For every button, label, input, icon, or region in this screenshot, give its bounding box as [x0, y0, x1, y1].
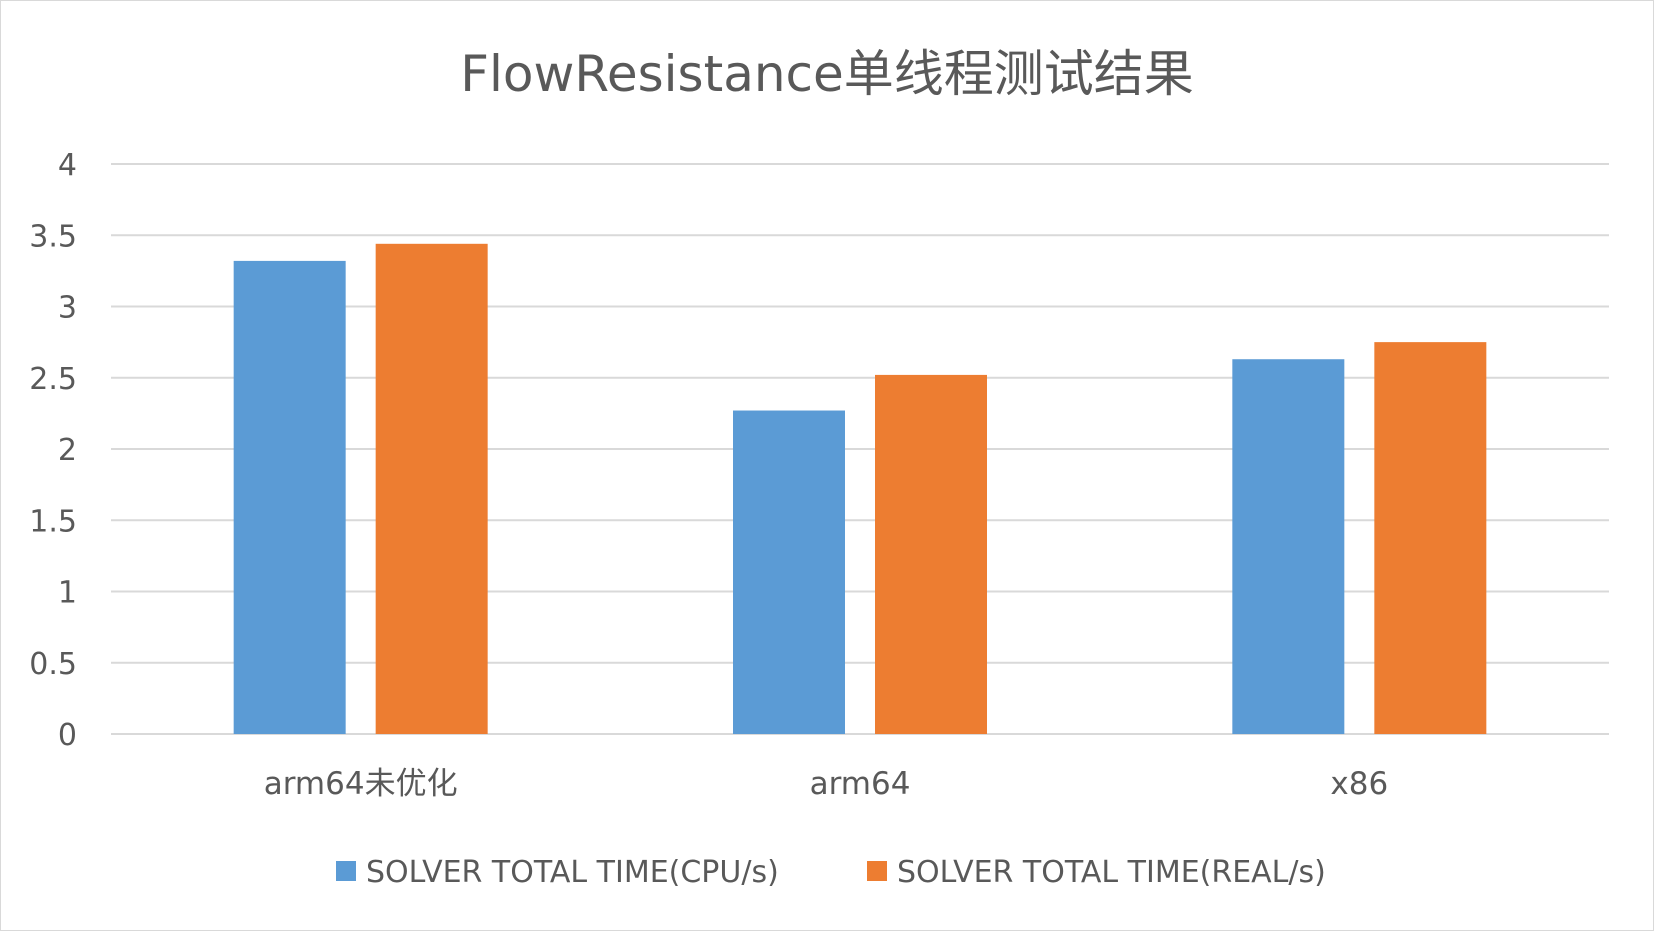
x-tick-label: arm64未优化: [264, 766, 458, 802]
bar-cpu-1: [733, 410, 845, 734]
bar-real-2: [1374, 342, 1487, 734]
bar-real-1: [875, 374, 987, 734]
y-tick-label: 2.5: [29, 362, 77, 397]
bar-cpu-0: [233, 260, 346, 734]
legend: SOLVER TOTAL TIME(CPU/s) SOLVER TOTAL TIM…: [336, 855, 1326, 890]
bars: [233, 243, 1487, 735]
bar-real-0: [375, 243, 488, 735]
y-axis-ticks: 0 0.5 1 1.5 2 2.5 3 3.5 4: [29, 148, 77, 753]
x-tick-label: arm64: [810, 766, 911, 802]
y-tick-label: 1.5: [29, 504, 77, 539]
x-axis-ticks: arm64未优化 arm64 x86: [264, 766, 1388, 802]
x-tick-label: x86: [1330, 766, 1388, 802]
legend-swatch-cpu: [336, 861, 356, 881]
y-tick-label: 1: [58, 576, 77, 611]
y-tick-label: 0: [58, 718, 77, 753]
y-tick-label: 4: [58, 148, 77, 183]
y-tick-label: 0.5: [29, 647, 77, 682]
chart-title: FlowResistance单线程测试结果: [460, 45, 1194, 103]
gridlines: [111, 163, 1609, 735]
y-tick-label: 2: [58, 433, 77, 468]
legend-swatch-real: [867, 861, 887, 881]
bar-cpu-2: [1232, 359, 1345, 734]
legend-label-real: SOLVER TOTAL TIME(REAL/s): [897, 855, 1326, 890]
y-tick-label: 3.5: [29, 219, 77, 254]
y-tick-label: 3: [58, 291, 77, 326]
legend-label-cpu: SOLVER TOTAL TIME(CPU/s): [366, 855, 779, 890]
